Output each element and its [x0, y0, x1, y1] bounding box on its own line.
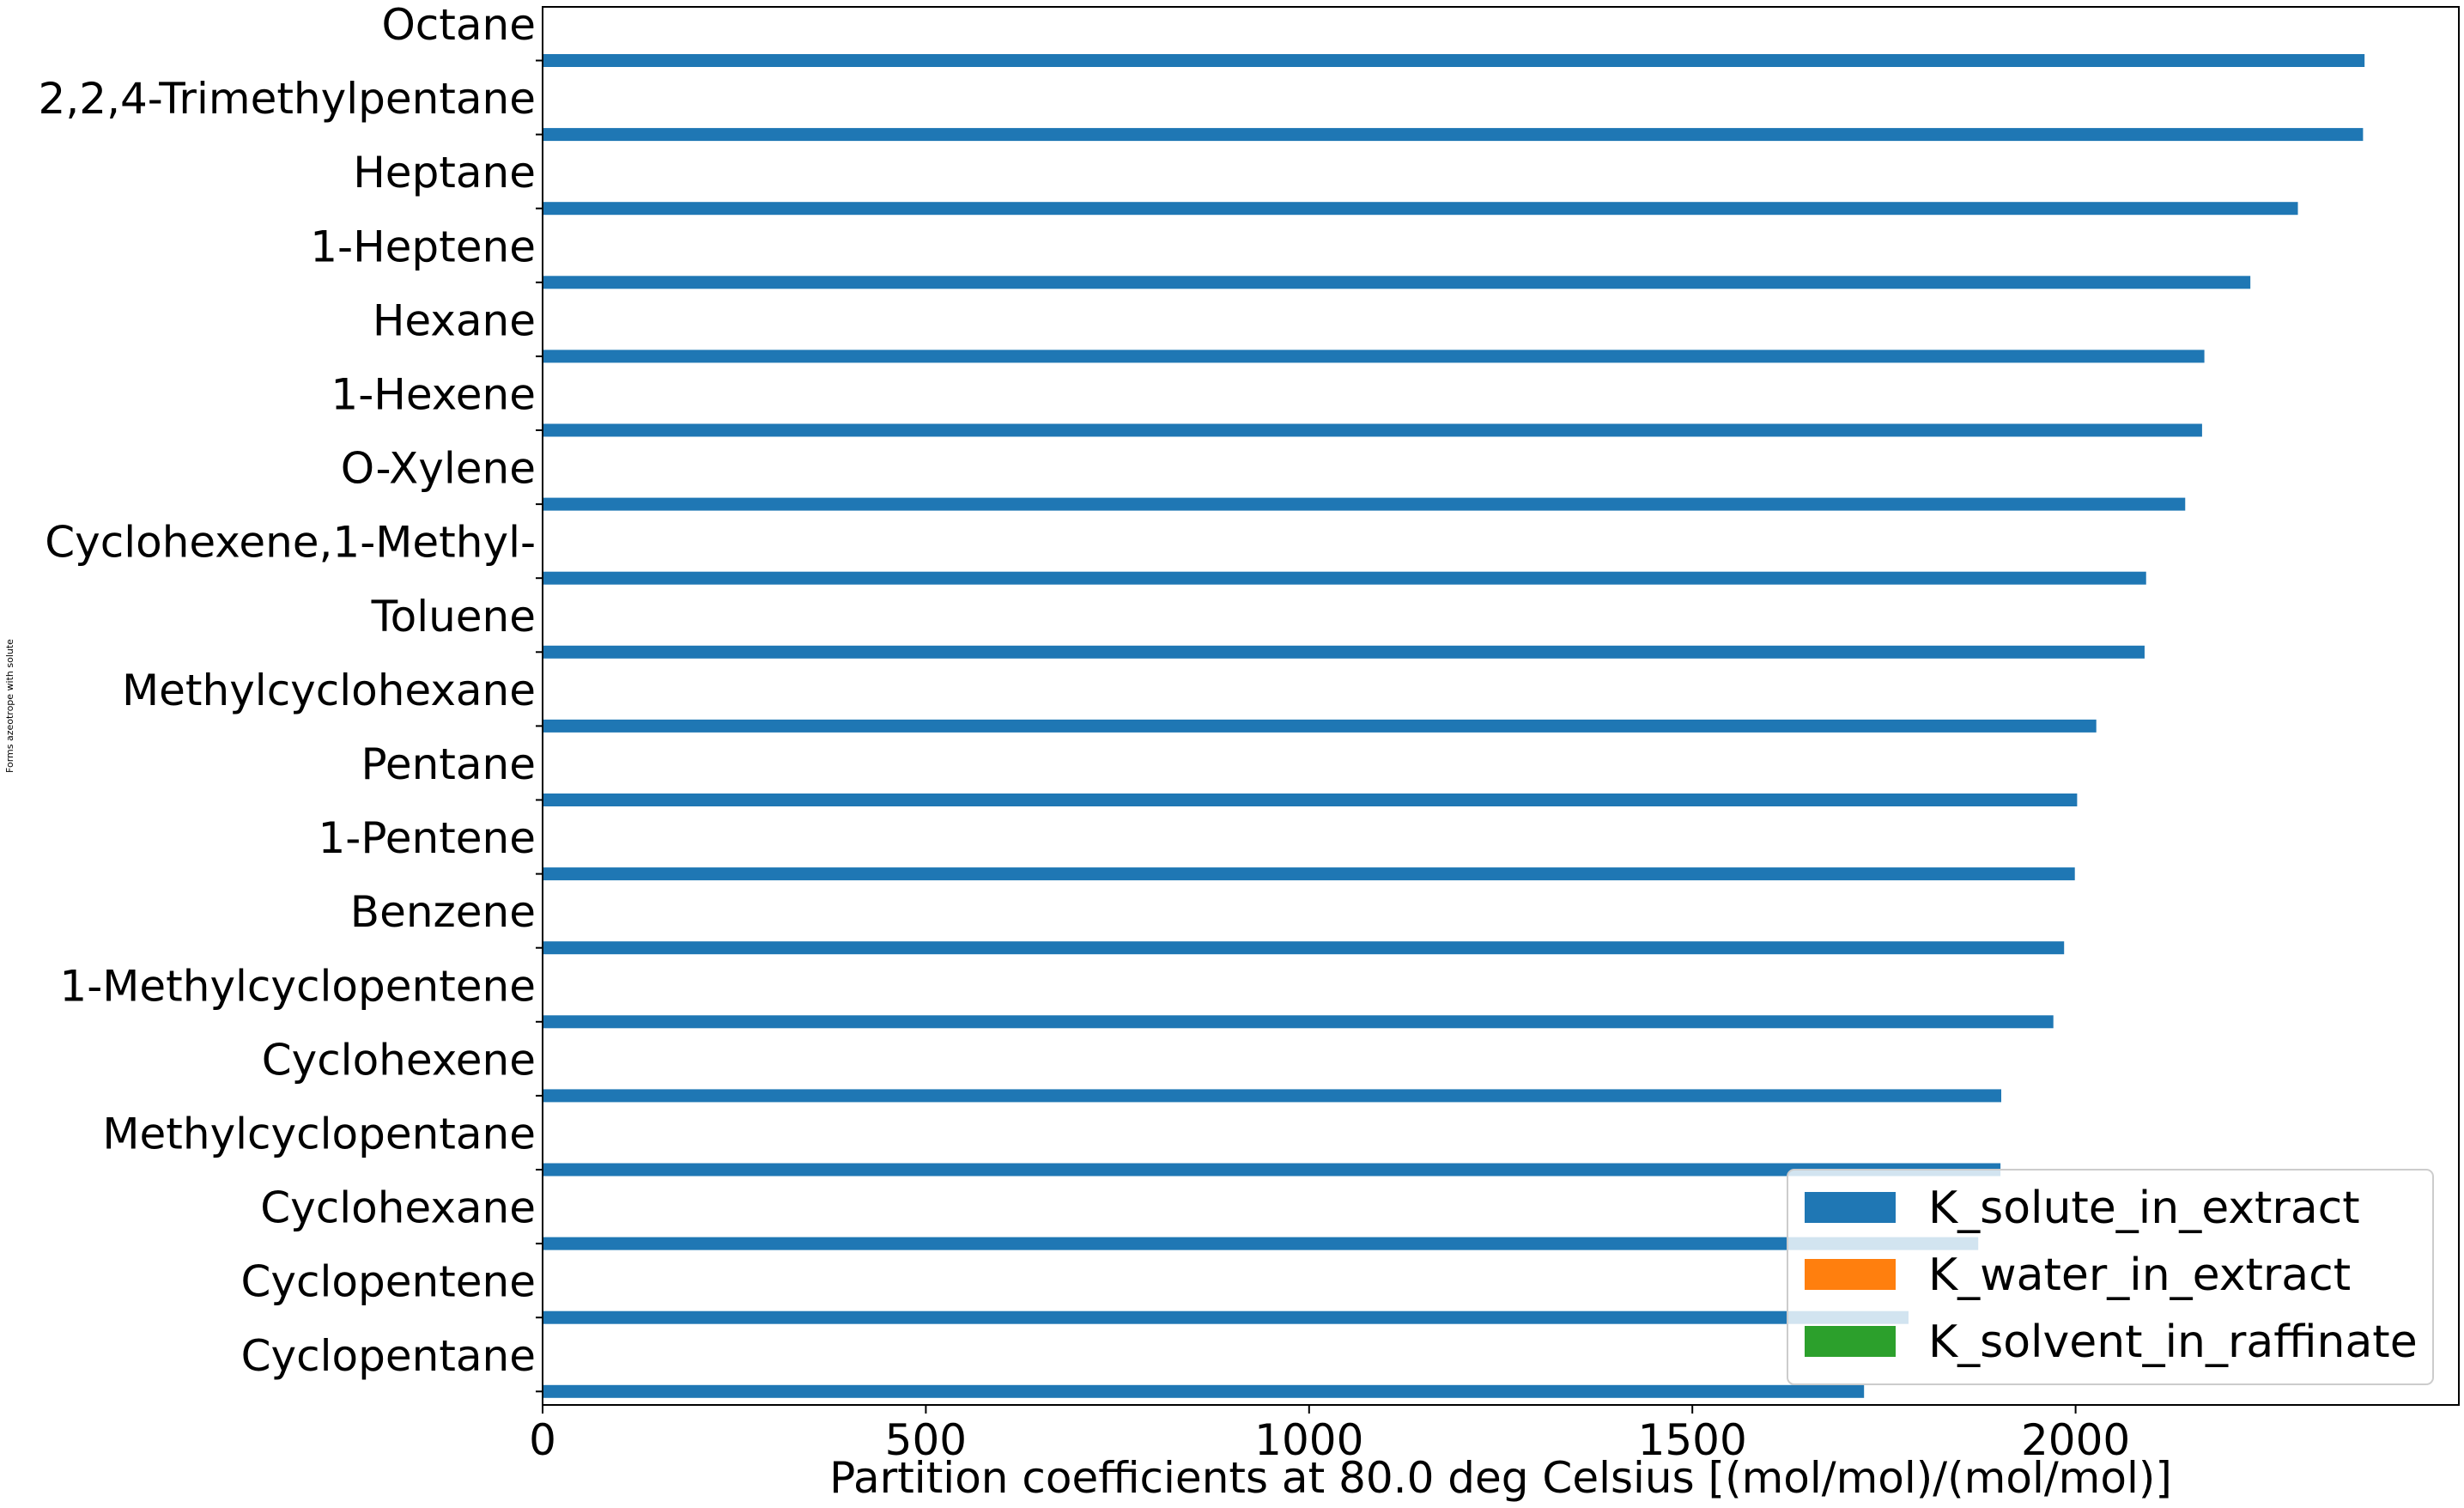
y-tick-label: 1-Heptene — [310, 222, 536, 271]
y-tick-label: Methylcyclohexane — [122, 666, 536, 715]
bar-k-solute-in-extract — [543, 202, 2298, 216]
y-tick-label: 1-Pentene — [319, 813, 537, 863]
legend-swatch — [1805, 1259, 1896, 1290]
bar-k-solute-in-extract — [543, 497, 2186, 511]
bar-k-solute-in-extract — [543, 1089, 2001, 1103]
bar-k-solute-in-extract — [543, 128, 2364, 142]
bar-k-solute-in-extract — [543, 276, 2251, 289]
y-tick-label: Pentane — [361, 739, 536, 789]
y-tick-label: Benzene — [350, 887, 536, 937]
bar-k-solute-in-extract — [543, 941, 2065, 955]
bar-k-solute-in-extract — [543, 1310, 1909, 1324]
x-tick-label: 1500 — [1638, 1415, 1747, 1465]
y-tick-label: Cyclopentene — [241, 1257, 536, 1307]
bar-k-solute-in-extract — [543, 571, 2146, 585]
y-tick-label: 1-Methylcyclopentene — [59, 961, 536, 1011]
bar-k-solute-in-extract — [543, 867, 2075, 881]
bars-group — [543, 54, 2365, 1398]
y-tick-label: Octane — [381, 0, 536, 50]
bar-k-solute-in-extract — [543, 423, 2202, 437]
y-tick-label: Cyclohexene,1-Methyl- — [45, 518, 536, 568]
bar-k-solute-in-extract — [543, 719, 2097, 733]
bar-k-solute-in-extract — [543, 54, 2365, 67]
bar-k-solute-in-extract — [543, 794, 2078, 806]
y-tick-label: Cyclohexene — [262, 1035, 536, 1085]
y-tick-labels: Octane 2,2,4-Trimethylpentane Heptane 1-Hep… — [39, 0, 543, 1393]
x-axis-label: Partition coefficients at 80.0 deg Celsi… — [829, 1453, 2172, 1503]
y-tick-label: Cyclohexane — [260, 1183, 536, 1233]
legend-label: K_solvent_in_raffinate — [1928, 1316, 2418, 1368]
x-tick-label: 1000 — [1254, 1415, 1363, 1465]
bar-k-solute-in-extract — [543, 645, 2145, 659]
bar-k-solute-in-extract — [543, 1015, 2054, 1029]
legend-label: K_solute_in_extract — [1928, 1183, 2360, 1234]
y-tick-label: 2,2,4-Trimethylpentane — [39, 74, 536, 124]
bar-k-solute-in-extract — [543, 1163, 2001, 1177]
legend: K_solute_in_extract K_water_in_extract K_s… — [1787, 1169, 2434, 1385]
y-tick-label: O-Xylene — [341, 444, 536, 494]
y-tick-label: 1-Hexene — [331, 370, 536, 420]
x-ticks: 0 500 1000 1500 2000 — [529, 1405, 2130, 1465]
legend-box — [1787, 1169, 2434, 1385]
y-tick-label: Toluene — [371, 592, 536, 642]
y-tick-label: Hexane — [373, 295, 536, 345]
plot-frame — [542, 6, 2460, 1406]
bar-k-solute-in-extract — [543, 350, 2205, 363]
legend-swatch — [1805, 1192, 1896, 1223]
x-tick-label: 2000 — [2021, 1415, 2130, 1465]
bar-k-solute-in-extract — [543, 1237, 1979, 1250]
y-tick-label: Cyclopentane — [241, 1331, 536, 1381]
y-tick-label: Heptane — [353, 148, 536, 198]
x-tick-label: 0 — [529, 1415, 556, 1465]
legend-label: K_water_in_extract — [1928, 1250, 2351, 1301]
legend-swatch — [1805, 1326, 1896, 1357]
x-tick-label: 500 — [885, 1415, 967, 1465]
y-tick-label: Methylcyclopentane — [102, 1110, 536, 1159]
bar-k-solute-in-extract — [543, 1384, 1865, 1398]
y-axis-label: Forms azeotrope with solute — [4, 639, 15, 773]
